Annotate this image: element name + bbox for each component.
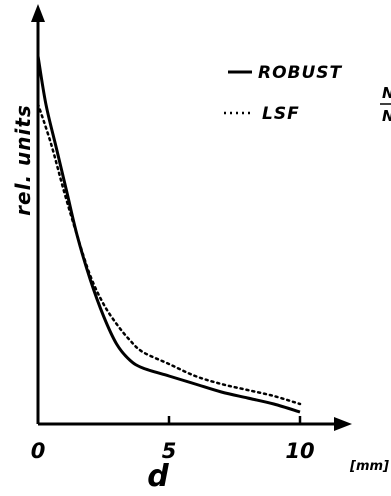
x-ticks: 0 5 10 [31, 416, 315, 463]
x-tick-label: 5 [162, 439, 177, 463]
cut-off-text-bottom: N [382, 107, 391, 125]
x-tick-label: 10 [285, 439, 314, 463]
axes [31, 4, 352, 431]
cut-off-text-top: N [382, 84, 391, 102]
x-axis-label: d [147, 459, 169, 494]
series-line-robust [36, 55, 301, 414]
series-group [36, 55, 302, 414]
cut-off-fraction: N N [380, 84, 391, 125]
legend-label-lsf: LSF [262, 104, 300, 124]
x-tick-label: 0 [31, 439, 46, 463]
legend-label-robust: ROBUST [258, 63, 343, 83]
y-axis-arrow [31, 4, 45, 22]
series-line-lsf [36, 102, 302, 406]
x-axis-unit: [mm] [349, 459, 389, 474]
legend: ROBUST LSF [224, 63, 343, 124]
y-axis-label: rel. units [11, 104, 35, 216]
x-axis-arrow [334, 417, 352, 431]
